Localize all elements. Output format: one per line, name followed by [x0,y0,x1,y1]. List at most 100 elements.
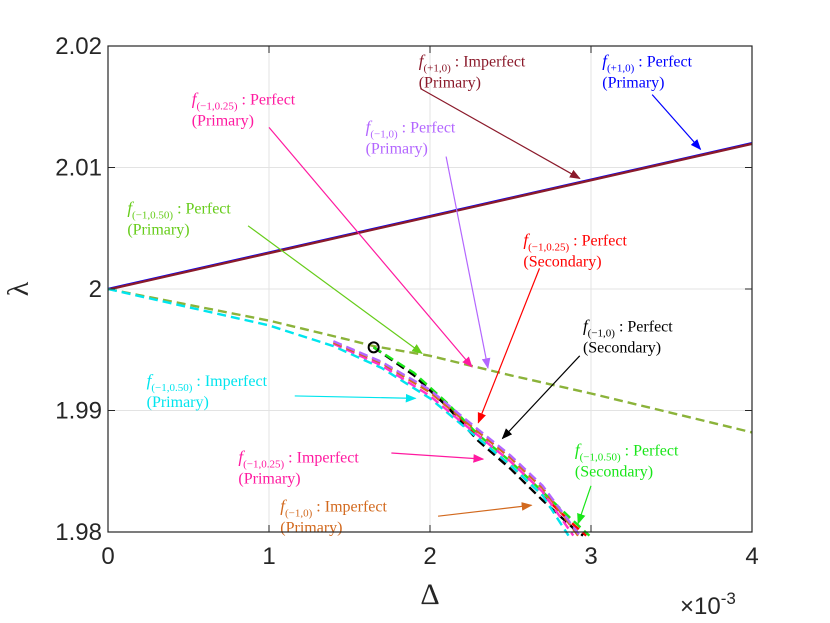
annotation-subscript: (+1,0) [607,63,635,75]
annotation-type: (Primary) [147,394,209,411]
annotation-type: (Primary) [192,112,254,129]
annotation-desc: Imperfect [205,373,268,390]
annotation-label: f(−1,0.50) : Perfect [575,440,679,463]
annotation-desc: Perfect [582,232,628,249]
annotation-subscript: (−1,0.25) [528,241,569,253]
annotation-type: (Primary) [366,140,428,157]
annotation-f: f [127,199,134,218]
annotation-f: f [419,52,426,71]
annotation-subscript: (−1,0) [285,507,313,519]
annotation-subscript: (−1,0.25) [243,459,284,471]
x-axis-multiplier: ×10-3 [680,589,736,620]
annotation-desc: Perfect [647,54,693,71]
annotation-f: f [575,440,582,459]
series-group [107,142,753,537]
annotation-subscript: (−1,0.50) [132,210,173,222]
annotation-desc: Imperfect [297,450,360,467]
x-axis-label: Δ [420,578,439,611]
annotation-subscript: (−1,0.50) [151,382,192,394]
annotation-label: f(−1,0.50) : Perfect [127,199,231,222]
y-tick-label: 2.02 [55,33,102,60]
annotation-label: f(−1,0) : Imperfect [280,496,387,519]
annotation-f: f [238,448,245,467]
x-tick-label: 3 [584,543,597,570]
annotation-f: f [147,371,154,390]
x-multiplier-base: ×10 [680,593,721,620]
annotation-f: f [583,317,590,336]
annotation-colon: : [173,201,185,218]
annotation-arrow [501,355,581,440]
series-line-5 [372,346,584,537]
annotation-colon: : [634,54,646,71]
annotation-arrow [477,268,541,424]
annotation-colon: : [237,91,249,108]
annotation-type: (Primary) [419,75,481,92]
series-line-7 [107,287,570,537]
x-tick-label: 4 [745,543,758,570]
annotation-f: f [366,117,373,136]
annotation-type: (Secondary) [583,340,661,357]
series-line-6 [372,346,591,537]
annotation-arrow [294,393,417,403]
annotation-type: (Primary) [280,519,342,536]
annotation-label: f(+1,0) : Imperfect [419,52,526,75]
annotation-desc: Perfect [250,91,296,108]
axis-ticks: 0 1 2 3 4 1.98 1.99 2 2.01 2.02 [55,33,758,570]
annotation-arrow [268,127,473,368]
annotation-arrows [247,88,702,525]
annotation-arrow [577,485,592,525]
annotation-desc: Perfect [627,319,673,336]
annotation-colon: : [192,373,204,390]
y-tick-label: 2 [89,276,102,303]
annotation-type: (Primary) [127,222,189,239]
annotation-desc: Perfect [186,201,232,218]
annotation-arrow [247,225,423,355]
annotation-subscript: (−1,0) [588,328,616,340]
annotation-f: f [280,496,287,515]
y-tick-label: 2.01 [55,155,102,182]
series-line-9 [332,341,580,537]
annotation-subscript: (+1,0) [423,63,451,75]
annotation-f: f [523,230,530,249]
annotation-label: f(+1,0) : Perfect [602,52,692,75]
annotation-colon: : [621,442,633,459]
annotation-f: f [192,89,199,108]
annotation-subscript: (−1,0) [370,128,398,140]
x-multiplier-exponent: -3 [721,589,736,608]
annotation-type: (Primary) [602,75,664,92]
annotation-labels: f(+1,0) : Imperfect(Primary)f(+1,0) : Pe… [127,52,692,537]
y-tick-label: 1.99 [55,398,102,425]
annotation-label: f(−1,0.25) : Perfect [192,89,296,112]
annotation-colon: : [615,319,627,336]
annotation-desc: Perfect [410,119,456,136]
y-axis-label: λ [2,281,35,296]
annotation-subscript: (−1,0.25) [196,100,237,112]
annotation-type: (Secondary) [523,253,601,270]
series-line-3 [107,287,753,434]
bifurcation-point-marker [367,341,380,354]
x-tick-label: 2 [423,543,436,570]
annotation-arrow [391,452,485,463]
annotation-arrow [420,88,581,179]
annotation-colon: : [398,119,410,136]
annotation-arrow [445,156,491,370]
annotation-desc: Imperfect [463,54,526,71]
annotation-arrow [437,502,533,517]
annotation-desc: Imperfect [325,498,388,515]
annotation-f: f [602,52,609,71]
annotation-type: (Primary) [238,471,300,488]
annotation-label: f(−1,0) : Perfect [583,317,673,340]
series-line-10 [332,340,581,537]
x-tick-label: 0 [101,543,114,570]
annotation-label: f(−1,0.25) : Perfect [523,230,627,253]
annotation-colon: : [451,54,463,71]
annotation-colon: : [312,498,324,515]
annotation-label: f(−1,0) : Perfect [366,117,456,140]
x-tick-label: 1 [262,543,275,570]
annotation-label: f(−1,0.25) : Imperfect [238,448,359,471]
annotation-desc: Perfect [633,442,679,459]
series-line-2 [107,142,753,291]
annotation-label: f(−1,0.50) : Imperfect [147,371,268,394]
annotation-colon: : [569,232,581,249]
